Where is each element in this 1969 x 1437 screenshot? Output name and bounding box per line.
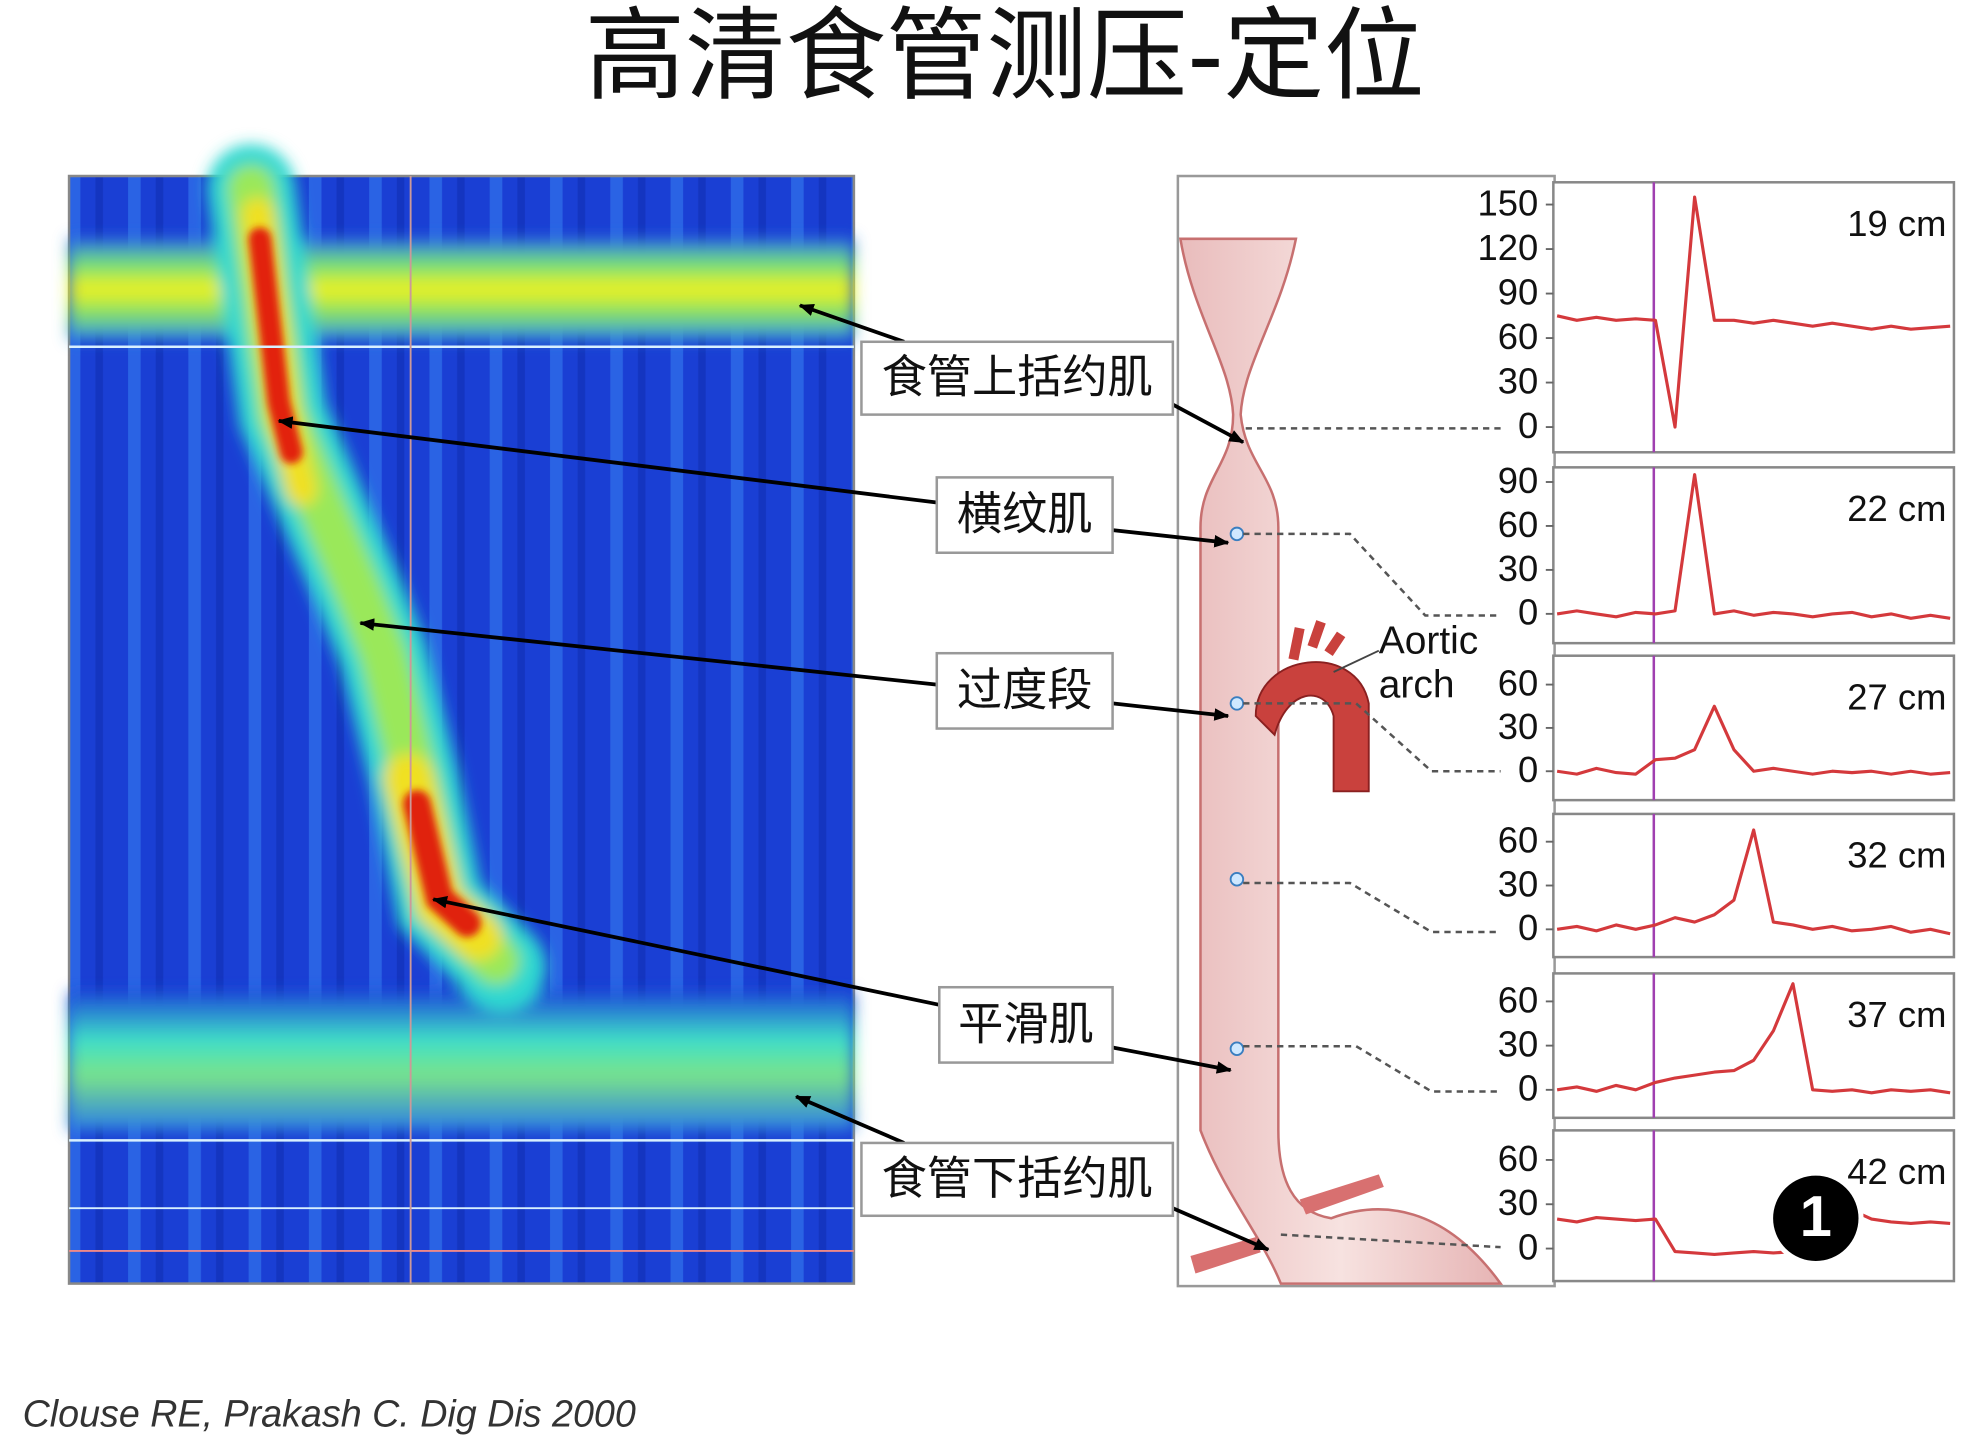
trace-line — [1556, 473, 1951, 620]
badge-circle — [1768, 1170, 1864, 1267]
y-tick-label: 60 — [1498, 316, 1539, 357]
y-tick-label: 0 — [1518, 1068, 1538, 1109]
y-tick-label: 60 — [1498, 820, 1539, 861]
trace-panel — [1552, 972, 1956, 1120]
y-tick-label: 60 — [1498, 504, 1539, 545]
trace-title: 37 cm — [1847, 994, 1946, 1035]
trace-panel — [1552, 812, 1956, 959]
annotation-box — [935, 651, 1114, 730]
esophagus-diagram — [1176, 174, 1556, 1288]
annotation-box — [860, 340, 1175, 416]
annotation-label: 食管下括约肌 — [882, 1152, 1153, 1205]
heatmap — [67, 144, 856, 1285]
slide-title: 高清食管测压-定位 — [585, 0, 1425, 114]
y-tick-label: 60 — [1498, 1138, 1539, 1179]
y-tick-label: 120 — [1478, 227, 1539, 268]
y-tick-label: 30 — [1498, 360, 1539, 401]
trace-line — [1556, 195, 1951, 429]
trace-title: 42 cm — [1847, 1151, 1946, 1192]
trace-line — [1556, 982, 1951, 1095]
y-tick-label: 30 — [1498, 706, 1539, 747]
arrows — [277, 303, 1270, 1252]
annotation-box — [860, 1141, 1175, 1218]
badge: 1 — [1768, 1170, 1864, 1267]
aortic-label: Aortic — [1379, 619, 1478, 662]
annotation-label: 过度段 — [957, 663, 1093, 716]
trace-panel — [1552, 181, 1956, 454]
aortic-label: arch — [1379, 663, 1455, 706]
trace-line — [1556, 704, 1951, 776]
y-tick-label: 30 — [1498, 863, 1539, 904]
annotation-label: 平滑肌 — [958, 997, 1094, 1050]
trace-title: 22 cm — [1847, 488, 1946, 529]
y-tick-label: 0 — [1518, 907, 1538, 948]
badge-label: 1 — [1800, 1185, 1832, 1249]
trace-title: 32 cm — [1847, 835, 1946, 876]
trace-panel — [1552, 1129, 1956, 1283]
y-tick-label: 150 — [1478, 182, 1539, 223]
annotation-label: 食管上括约肌 — [882, 351, 1153, 404]
y-tick-label: 30 — [1498, 1024, 1539, 1065]
y-tick-label: 0 — [1518, 749, 1538, 790]
y-tick-label: 0 — [1518, 1226, 1538, 1267]
y-tick-label: 30 — [1498, 548, 1539, 589]
y-tick-label: 60 — [1498, 662, 1539, 703]
y-tick-label: 60 — [1498, 979, 1539, 1020]
trace-title: 27 cm — [1847, 676, 1946, 717]
annotation-label: 横纹肌 — [957, 488, 1093, 541]
trace-line — [1556, 828, 1951, 936]
y-tick-label: 30 — [1498, 1182, 1539, 1223]
trace-panel — [1552, 654, 1956, 802]
y-tick-label: 90 — [1498, 271, 1539, 312]
citation: Clouse RE, Prakash C. Dig Dis 2000 — [23, 1393, 636, 1435]
trace-title: 19 cm — [1847, 203, 1946, 244]
annotation-box — [935, 476, 1114, 554]
y-tick-label: 90 — [1498, 460, 1539, 501]
y-tick-label: 0 — [1518, 592, 1538, 633]
annotation-box — [938, 985, 1114, 1064]
trace-line — [1556, 1208, 1951, 1257]
y-tick-label: 0 — [1518, 405, 1538, 446]
